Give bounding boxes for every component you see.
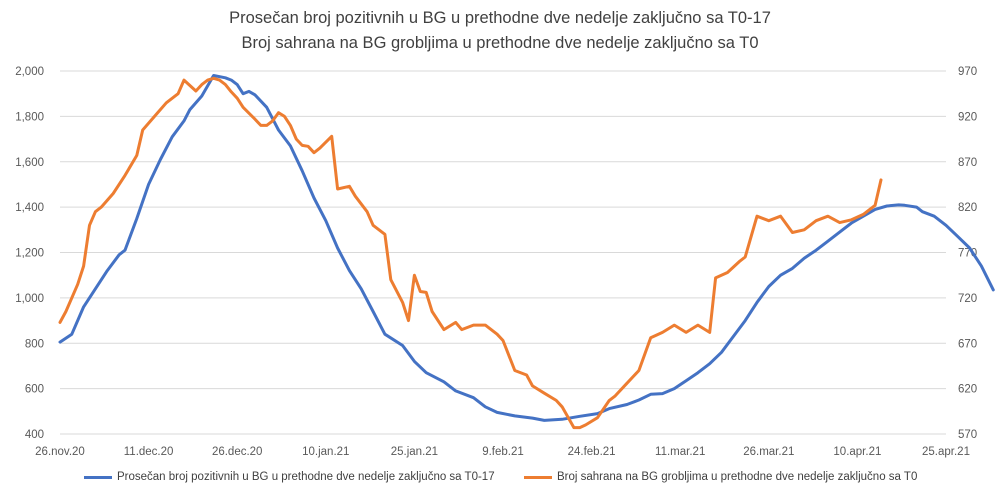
x-tick-label: 10.apr.21 (833, 446, 881, 458)
right-y-tick-label: 870 (958, 157, 977, 169)
left-y-tick-label: 1,200 (15, 248, 44, 260)
series-line-positives (58, 74, 995, 422)
left-y-tick-label: 800 (25, 338, 44, 350)
legend-item-burials: Broj sahrana na BG grobljima u prethodne… (524, 471, 917, 483)
right-y-tick-label: 570 (958, 429, 977, 441)
legend-swatch-orange (524, 475, 552, 479)
legend-swatch-blue (84, 475, 112, 479)
left-y-tick-label: 1,000 (15, 293, 44, 305)
x-tick-label: 26.nov.20 (35, 446, 85, 458)
chart-title-line-2: Broj sahrana na BG grobljima u prethodne… (241, 34, 759, 52)
x-tick-label: 25.jan.21 (391, 446, 438, 458)
left-y-tick-label: 1,600 (15, 157, 44, 169)
x-axis: 26.nov.20 11.dec.20 26.dec.20 10.jan.21 25.j… (35, 446, 970, 458)
right-y-tick-label: 670 (958, 338, 977, 350)
chart-legend: Prosečan broj pozitivnih u BG u prethodn… (0, 471, 1000, 491)
x-tick-label: 26.dec.20 (212, 446, 263, 458)
left-y-tick-label: 1,800 (15, 111, 44, 123)
left-y-tick-label: 2,000 (15, 66, 44, 78)
series-line-burials (58, 76, 883, 430)
x-tick-label: 25.apr.21 (922, 446, 970, 458)
legend-label-positives: Prosečan broj pozitivnih u BG u prethodn… (117, 471, 495, 483)
chart-title-line-1: Prosečan broj pozitivnih u BG u prethodn… (229, 9, 771, 27)
left-y-tick-label: 400 (25, 429, 44, 441)
x-tick-label: 24.feb.21 (568, 446, 616, 458)
right-y-tick-label: 720 (958, 293, 977, 305)
legend-item-positives: Prosečan broj pozitivnih u BG u prethodn… (84, 471, 495, 483)
left-y-tick-label: 600 (25, 384, 44, 396)
x-tick-label: 11.mar.21 (655, 446, 705, 458)
right-y-tick-label: 970 (958, 66, 977, 78)
series-lines (58, 74, 995, 430)
left-y-tick-label: 1,400 (15, 202, 44, 214)
x-tick-label: 26.mar.21 (743, 446, 794, 458)
right-y-tick-label: 920 (958, 111, 977, 123)
x-tick-label: 9.feb.21 (482, 446, 524, 458)
x-tick-label: 10.jan.21 (302, 446, 349, 458)
right-y-tick-label: 820 (958, 202, 977, 214)
left-y-axis: 400 600 800 1,000 1,200 1,400 1,600 1,800 2,000 (15, 66, 44, 441)
x-tick-label: 11.dec.20 (124, 446, 174, 458)
gridlines (60, 70, 946, 435)
legend-label-burials: Broj sahrana na BG grobljima u prethodne… (557, 471, 918, 483)
right-y-tick-label: 620 (958, 384, 977, 396)
